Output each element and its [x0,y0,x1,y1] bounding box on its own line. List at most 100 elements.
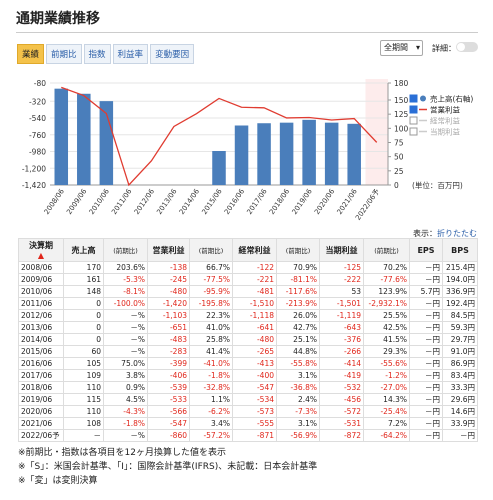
legend-checkbox[interactable] [409,94,418,103]
value-cell: -36.8% [276,381,320,394]
column-header: (前期比) [276,238,320,262]
value-cell: -265 [232,345,277,358]
fold-link[interactable]: 折りたたむ [437,229,477,238]
value-cell: 123.9% [363,285,410,298]
value-cell: 33.3円 [442,381,478,394]
value-cell: 0 [63,333,104,346]
column-header: 当期利益 [319,238,364,262]
value-cell: -77.5% [189,273,233,286]
value-cell: 41.5% [363,333,410,346]
value-cell: -531 [319,417,364,430]
value-cell: -641 [232,321,277,334]
x-tick-label: 2013/06 [155,187,179,216]
table-row: 2022/06予－－% -860 -57.2% -871 -56.9% -872 -64.2… [18,429,478,442]
value-cell: -533 [147,393,190,406]
value-cell: －円 [409,417,443,430]
tab[interactable]: 前期比 [46,44,82,64]
bar [279,122,294,185]
value-cell: 70.2% [363,261,410,274]
detail-label: 詳細： [432,44,456,53]
period-cell: 2010/06 [18,285,64,298]
value-cell: 59.3円 [442,321,478,334]
legend-checkbox[interactable] [409,116,418,125]
table-row: 2018/06 110 0.9% -539 -32.8% -547 -36.8% -532 -2… [18,381,478,394]
value-cell: -27.0% [363,381,410,394]
value-cell: -860 [147,429,190,442]
value-cell: -573 [232,405,277,418]
table-row: 2015/06 60 －% -283 41.4% -265 44.8% -266 29.3% －円… [18,345,478,358]
fold-label: 表示： [413,229,437,238]
value-cell: -222 [319,273,364,286]
chart: -80 -320 -540 -760 -980 -1,200 -1,420 0 25 50 75 10… [22,79,473,222]
detail-toggle[interactable] [456,42,478,52]
legend-checkbox[interactable] [409,127,418,136]
legend-checkbox[interactable] [409,105,418,114]
table-row: 2020/06 110 -4.3% -566 -6.2% -573 -7.3% -572 -25… [18,405,478,418]
value-cell: 3.8% [103,369,148,382]
x-tick-label: 2015/06 [200,187,224,216]
value-cell: －円 [409,345,443,358]
value-cell: 109 [63,369,104,382]
value-cell: -547 [147,417,190,430]
x-tick-label: 2011/06 [110,187,134,216]
value-cell: -419 [319,369,364,382]
period-cell: 2020/06 [18,405,64,418]
value-cell: 60 [63,345,104,358]
y-tick-label: -980 [29,148,46,157]
table-row: 2009/06 161 -5.3% -245 -77.5% -221 -81.1% -222-… [18,273,478,286]
value-cell: -122 [232,261,277,274]
x-tick-label: 2010/06 [88,187,112,216]
fold-control: 表示：折りたたむ [413,228,477,239]
value-cell: －円 [409,297,443,310]
bar [234,125,249,185]
tab[interactable]: 利益率 [112,44,149,64]
value-cell: －% [103,309,148,322]
value-cell: -221 [232,273,277,286]
value-cell: 84.5円 [442,309,478,322]
period-cell: 2011/06 [18,297,64,310]
value-cell: -5.3% [103,273,148,286]
value-cell: 29.3% [363,345,410,358]
value-cell: 4.5% [103,393,148,406]
value-cell: －円 [409,333,443,346]
value-cell: －円 [409,405,443,418]
x-tick-label: 2014/06 [178,187,202,216]
value-cell: -1,420 [147,297,190,310]
x-tick-label: 2012/06 [133,187,157,216]
tab[interactable]: 指数 [83,44,111,64]
y-tick-label: -760 [29,131,46,140]
value-cell: 2.4% [276,393,320,406]
y2-tick-label: 0 [394,181,399,190]
value-cell: -81.1% [276,273,320,286]
column-header: EPS [409,238,443,262]
value-cell: 42.5% [363,321,410,334]
bar [302,119,316,185]
tab[interactable]: 業績 [17,44,45,64]
value-cell: -138 [147,261,190,274]
x-tick-label: 2018/06 [268,187,292,216]
y-tick-label: -320 [29,97,46,106]
value-cell: 5.7円 [409,285,443,298]
value-cell: －円 [409,261,443,274]
period-select[interactable]: 全期間 [380,40,423,56]
value-cell: 26.0% [276,309,320,322]
value-cell: 41.0% [189,321,233,334]
value-cell: 194.0円 [442,273,478,286]
period-cell: 2014/06 [18,333,64,346]
value-cell: -32.8% [189,381,233,394]
value-cell: －円 [409,309,443,322]
value-cell: 215.4円 [442,261,478,274]
tab[interactable]: 変動要因 [150,44,195,64]
y-tick-label: -80 [34,79,46,88]
value-cell: -1,510 [232,297,277,310]
value-cell: -1,501 [319,297,364,310]
value-cell: 14.6円 [442,405,478,418]
value-cell: -532 [319,381,364,394]
value-cell: 170 [63,261,104,274]
value-cell: -8.1% [103,285,148,298]
value-cell: 203.6% [103,261,148,274]
value-cell: -117.6% [276,285,320,298]
value-cell: -25.4% [363,405,410,418]
period-cell: 2012/06 [18,309,64,322]
value-cell: 110 [63,405,104,418]
